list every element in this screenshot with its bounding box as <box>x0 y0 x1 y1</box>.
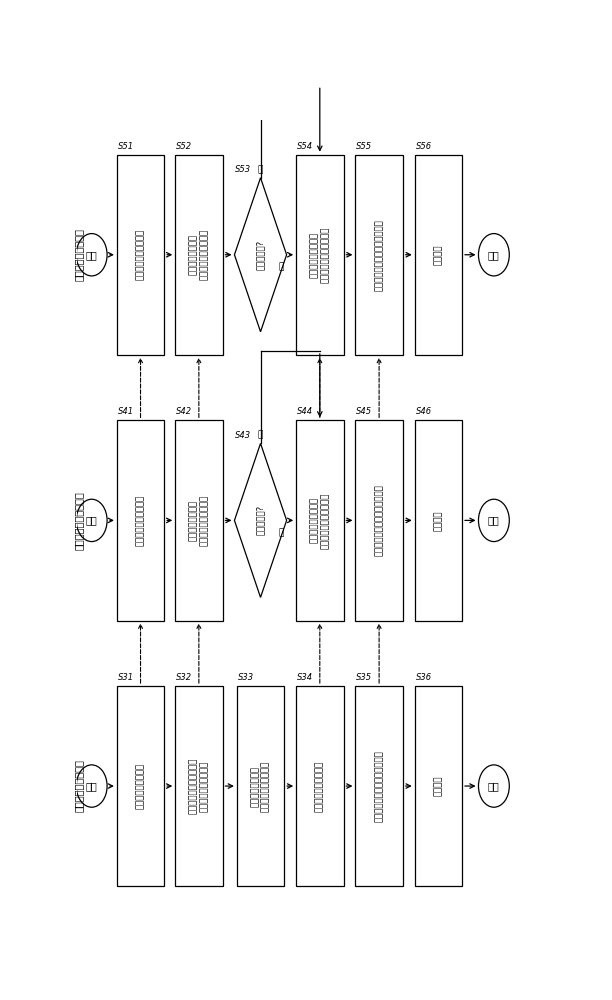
Bar <box>237 686 284 886</box>
Text: S56: S56 <box>416 142 431 151</box>
Text: 开始: 开始 <box>86 781 97 791</box>
Bar <box>356 155 403 355</box>
Text: 执行处理: 执行处理 <box>434 244 443 265</box>
Text: S45: S45 <box>356 407 373 416</box>
Text: 否: 否 <box>258 431 263 440</box>
Text: 结束: 结束 <box>488 515 500 525</box>
Bar <box>175 686 223 886</box>
Text: S42: S42 <box>176 407 192 416</box>
Ellipse shape <box>76 499 107 542</box>
Text: S51: S51 <box>118 142 134 151</box>
Text: 开始控制通道的发送: 开始控制通道的发送 <box>136 763 145 809</box>
Text: S41: S41 <box>118 407 134 416</box>
Bar <box>356 420 403 620</box>
Bar <box>296 686 343 886</box>
Text: 是: 是 <box>278 262 284 271</box>
Text: 等待直到经过预定时钟计数为止: 等待直到经过预定时钟计数为止 <box>375 485 384 556</box>
Text: 结束: 结束 <box>488 250 500 260</box>
Text: 使控制通道的时钟同步: 使控制通道的时钟同步 <box>136 495 145 546</box>
Bar <box>117 420 164 620</box>
Bar <box>117 686 164 886</box>
Text: S36: S36 <box>416 673 431 682</box>
Polygon shape <box>234 178 286 332</box>
Text: S55: S55 <box>356 142 373 151</box>
Bar <box>356 686 403 886</box>
Ellipse shape <box>479 765 509 807</box>
Ellipse shape <box>76 765 107 807</box>
Text: S46: S46 <box>416 407 431 416</box>
Text: S31: S31 <box>118 673 134 682</box>
Text: 等待直到经过预定
控制通道时钟间隔为止: 等待直到经过预定 控制通道时钟间隔为止 <box>251 760 271 812</box>
Text: S52: S52 <box>176 142 192 151</box>
Text: 否: 否 <box>258 165 263 174</box>
Text: 等待直到经过预定时钟计数为止: 等待直到经过预定时钟计数为止 <box>375 750 384 822</box>
Polygon shape <box>234 443 286 597</box>
Ellipse shape <box>479 234 509 276</box>
Text: 等待直到检测到控制
开始定时消息为止、检测: 等待直到检测到控制 开始定时消息为止、检测 <box>310 492 329 549</box>
Text: 接收端处的控制电路: 接收端处的控制电路 <box>74 228 84 281</box>
Ellipse shape <box>76 234 107 276</box>
Text: 使控制通道的时钟同步: 使控制通道的时钟同步 <box>136 229 145 280</box>
Bar <box>175 420 223 620</box>
Text: 执行处理: 执行处理 <box>434 510 443 531</box>
Text: 存在处理吗?: 存在处理吗? <box>256 505 265 535</box>
Text: S34: S34 <box>297 673 313 682</box>
Text: 获取用于给出控制
处理详情的通知的信息: 获取用于给出控制 处理详情的通知的信息 <box>189 229 209 280</box>
Bar <box>296 155 343 355</box>
Bar <box>175 155 223 355</box>
Text: S54: S54 <box>297 142 313 151</box>
Text: 切换处理: 切换处理 <box>434 776 443 796</box>
Text: 等待直到检测到控制
开始定时消息为止、检测: 等待直到检测到控制 开始定时消息为止、检测 <box>310 227 329 283</box>
Text: S33: S33 <box>238 673 254 682</box>
Text: 获取用于给出控制
处理详情的通知的信息: 获取用于给出控制 处理详情的通知的信息 <box>189 495 209 546</box>
Text: S43: S43 <box>236 431 252 440</box>
Bar <box>415 686 462 886</box>
Text: 发送控制开始定时消息: 发送控制开始定时消息 <box>315 760 324 812</box>
Text: 中继节点处的控制电路: 中继节点处的控制电路 <box>74 491 84 550</box>
Bar <box>415 420 462 620</box>
Text: S32: S32 <box>176 673 192 682</box>
Text: 存在处理吗?: 存在处理吗? <box>256 240 265 270</box>
Text: S35: S35 <box>356 673 373 682</box>
Text: 发送端处的控制电路: 发送端处的控制电路 <box>74 760 84 812</box>
Bar <box>117 155 164 355</box>
Text: 是: 是 <box>278 528 284 537</box>
Text: 开始: 开始 <box>86 515 97 525</box>
Text: 开始: 开始 <box>86 250 97 260</box>
Text: S53: S53 <box>236 165 252 174</box>
Ellipse shape <box>479 499 509 542</box>
Text: 结束: 结束 <box>488 781 500 791</box>
Text: 发送用于给出对应的控制
处理详情的通知的信息: 发送用于给出对应的控制 处理详情的通知的信息 <box>189 758 209 814</box>
Text: S44: S44 <box>297 407 313 416</box>
Bar <box>415 155 462 355</box>
Text: 等待直到经过预定时钟计数为止: 等待直到经过预定时钟计数为止 <box>375 219 384 291</box>
Bar <box>296 420 343 620</box>
